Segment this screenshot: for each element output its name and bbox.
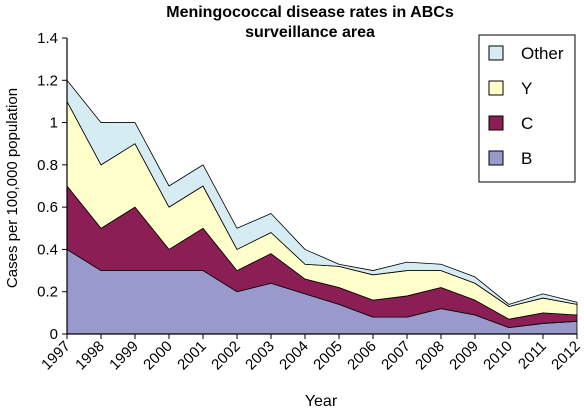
x-tick-label: 2000 xyxy=(140,338,176,374)
x-tick-label: 1998 xyxy=(72,338,108,374)
x-tick-label: 1999 xyxy=(106,338,142,374)
area-other xyxy=(66,79,578,307)
area-layer xyxy=(66,79,578,335)
legend-swatch-b xyxy=(488,150,504,166)
chart-title-line-1: Meningococcal disease rates in ABCs xyxy=(166,4,454,21)
y-tick-label: 1.2 xyxy=(37,72,58,89)
y-tick-label: 0.6 xyxy=(37,199,58,216)
x-tick-label: 2011 xyxy=(515,338,550,373)
x-tick-label: 2007 xyxy=(378,338,414,374)
x-tick-label: 2009 xyxy=(446,338,482,374)
legend-label-other: Other xyxy=(521,44,564,63)
x-tick-label: 2002 xyxy=(208,338,244,374)
x-tick-label: 2010 xyxy=(480,338,516,374)
x-tick-label: 2003 xyxy=(242,338,278,374)
y-tick-label: 1 xyxy=(50,115,58,132)
x-tick-label: 2004 xyxy=(276,338,312,374)
x-tick-label: 2012 xyxy=(548,338,584,374)
x-tick-label: 2005 xyxy=(310,338,346,374)
chart-title-line-2: surveillance area xyxy=(245,24,375,41)
legend-label-b: B xyxy=(521,149,532,168)
x-tick-label: 2006 xyxy=(344,338,380,374)
x-axis-label: Year xyxy=(305,393,338,410)
y-tick-label: 0 xyxy=(50,326,58,343)
legend-label-c: C xyxy=(521,114,533,133)
x-tick-label: 2008 xyxy=(412,338,448,374)
legend: Other YCB xyxy=(478,34,576,183)
legend-label-y: Y xyxy=(521,79,532,98)
legend-swatch-y xyxy=(488,80,504,96)
x-tick-label: 2001 xyxy=(174,338,210,374)
y-tick-label: 0.8 xyxy=(37,157,58,174)
legend-swatch-other xyxy=(488,45,504,61)
y-tick-label: 1.4 xyxy=(37,30,58,47)
x-tick-label: 1997 xyxy=(38,338,74,374)
y-axis-label: Cases per 100,000 population xyxy=(4,88,21,288)
y-tick-label: 0.2 xyxy=(37,284,58,301)
legend-swatch-c xyxy=(488,115,504,131)
y-tick-label: 0.4 xyxy=(37,241,58,258)
